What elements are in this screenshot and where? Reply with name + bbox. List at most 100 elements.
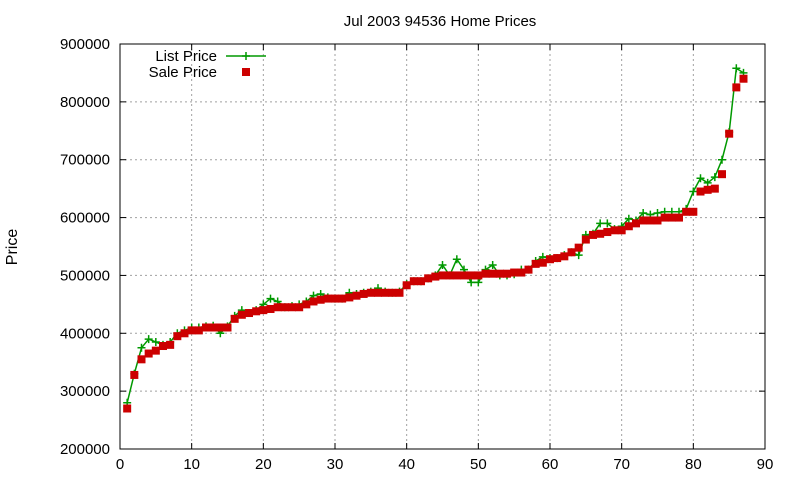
sale-price-point xyxy=(510,268,519,277)
sale-price-point xyxy=(481,269,490,278)
sale-price-point xyxy=(266,304,275,313)
sale-price-point xyxy=(667,213,676,222)
y-tick-label: 400000 xyxy=(60,325,110,342)
sale-price-point xyxy=(603,228,612,237)
list-price-point xyxy=(438,261,447,270)
list-price-point xyxy=(624,214,633,223)
chart-title: Jul 2003 94536 Home Prices xyxy=(344,13,537,30)
list-price-point xyxy=(718,155,726,164)
sale-price-point xyxy=(739,74,748,83)
sale-price-point xyxy=(295,303,304,312)
sale-price-point xyxy=(345,293,354,302)
sale-price-point xyxy=(309,297,318,306)
sale-price-point xyxy=(675,213,683,222)
sale-price-point xyxy=(338,294,347,303)
sale-price-point xyxy=(503,269,511,278)
sale-price-point xyxy=(123,404,132,413)
legend-label-sale-price: Sale Price xyxy=(149,64,217,81)
list-price-point xyxy=(696,174,705,183)
x-tick-label: 40 xyxy=(398,456,415,473)
list-price-series xyxy=(123,64,748,407)
list-price-point xyxy=(603,219,612,228)
sale-price-point xyxy=(323,294,332,303)
sale-price-point xyxy=(237,310,246,319)
sale-price-point xyxy=(538,258,547,267)
sale-price-point xyxy=(288,303,296,312)
sale-price-point xyxy=(137,355,146,364)
sale-price-point xyxy=(725,129,734,138)
sale-price-point xyxy=(273,303,282,312)
sale-price-point xyxy=(574,243,583,252)
list-price-point xyxy=(488,261,497,270)
x-tick-label: 70 xyxy=(613,456,630,473)
grid xyxy=(120,44,765,449)
sale-price-point xyxy=(173,332,182,341)
x-tick-label: 20 xyxy=(255,456,272,473)
sale-price-point xyxy=(374,288,382,297)
y-axis-label: Price xyxy=(4,229,21,266)
sale-price-point xyxy=(417,277,425,286)
sale-price-point xyxy=(216,323,225,332)
x-tick-label: 30 xyxy=(327,456,344,473)
y-tick-label: 300000 xyxy=(60,383,110,400)
list-price-point xyxy=(653,208,662,217)
list-price-point xyxy=(266,294,275,303)
sale-price-point xyxy=(252,307,261,316)
x-tick-label: 0 xyxy=(116,456,124,473)
sale-price-point xyxy=(610,226,619,235)
sale-price-point xyxy=(495,269,504,278)
sale-price-point xyxy=(438,271,447,280)
x-tick-label: 80 xyxy=(685,456,702,473)
sale-price-point xyxy=(589,230,597,239)
list-price-point xyxy=(710,173,719,182)
sale-price-point xyxy=(703,185,712,194)
sale-price-point xyxy=(467,271,476,280)
sale-price-point xyxy=(560,252,569,261)
list-price-line xyxy=(126,67,744,403)
sale-price-point xyxy=(424,274,433,283)
sale-price-point xyxy=(546,255,554,264)
sale-price-point xyxy=(710,184,719,193)
sale-price-point xyxy=(245,309,253,318)
sale-price-point xyxy=(517,268,526,277)
sale-price-point xyxy=(316,295,325,304)
sale-price-point xyxy=(689,207,698,216)
sale-price-point xyxy=(194,326,203,335)
sale-price-point xyxy=(567,248,576,257)
sale-price-point xyxy=(230,314,239,323)
sale-price-point xyxy=(696,187,705,196)
sale-price-point xyxy=(632,219,640,228)
sale-price-point xyxy=(359,289,368,298)
sale-price-point xyxy=(381,288,390,297)
x-tick-label: 50 xyxy=(470,456,487,473)
sale-price-point xyxy=(166,340,175,349)
list-price-point xyxy=(639,208,648,217)
sale-price-point xyxy=(460,271,468,280)
list-price-point xyxy=(703,178,712,187)
sale-price-point xyxy=(474,271,483,280)
list-price-point xyxy=(474,278,483,287)
series-layer xyxy=(123,64,748,413)
sale-price-point xyxy=(431,272,440,281)
y-tick-label: 700000 xyxy=(60,152,110,169)
y-tick-label: 900000 xyxy=(60,36,110,53)
y-tick-label: 200000 xyxy=(60,441,110,458)
sale-price-point xyxy=(531,259,540,268)
sale-price-point xyxy=(524,265,533,274)
plot-frame xyxy=(119,43,766,450)
list-price-point xyxy=(574,251,583,260)
legend-marker-list-price xyxy=(242,52,250,60)
y-tick-label: 500000 xyxy=(60,267,110,284)
legend-marker-sale-price xyxy=(242,68,250,76)
sale-price-point xyxy=(331,294,339,303)
legend-label-list-price: List Price xyxy=(155,48,217,65)
sale-price-point xyxy=(366,288,375,297)
sale-price-point xyxy=(223,323,232,332)
sale-price-point xyxy=(553,254,562,263)
sale-price-point xyxy=(202,323,210,332)
list-price-point xyxy=(689,187,698,196)
list-price-point xyxy=(596,219,605,228)
sale-price-point xyxy=(639,216,648,225)
